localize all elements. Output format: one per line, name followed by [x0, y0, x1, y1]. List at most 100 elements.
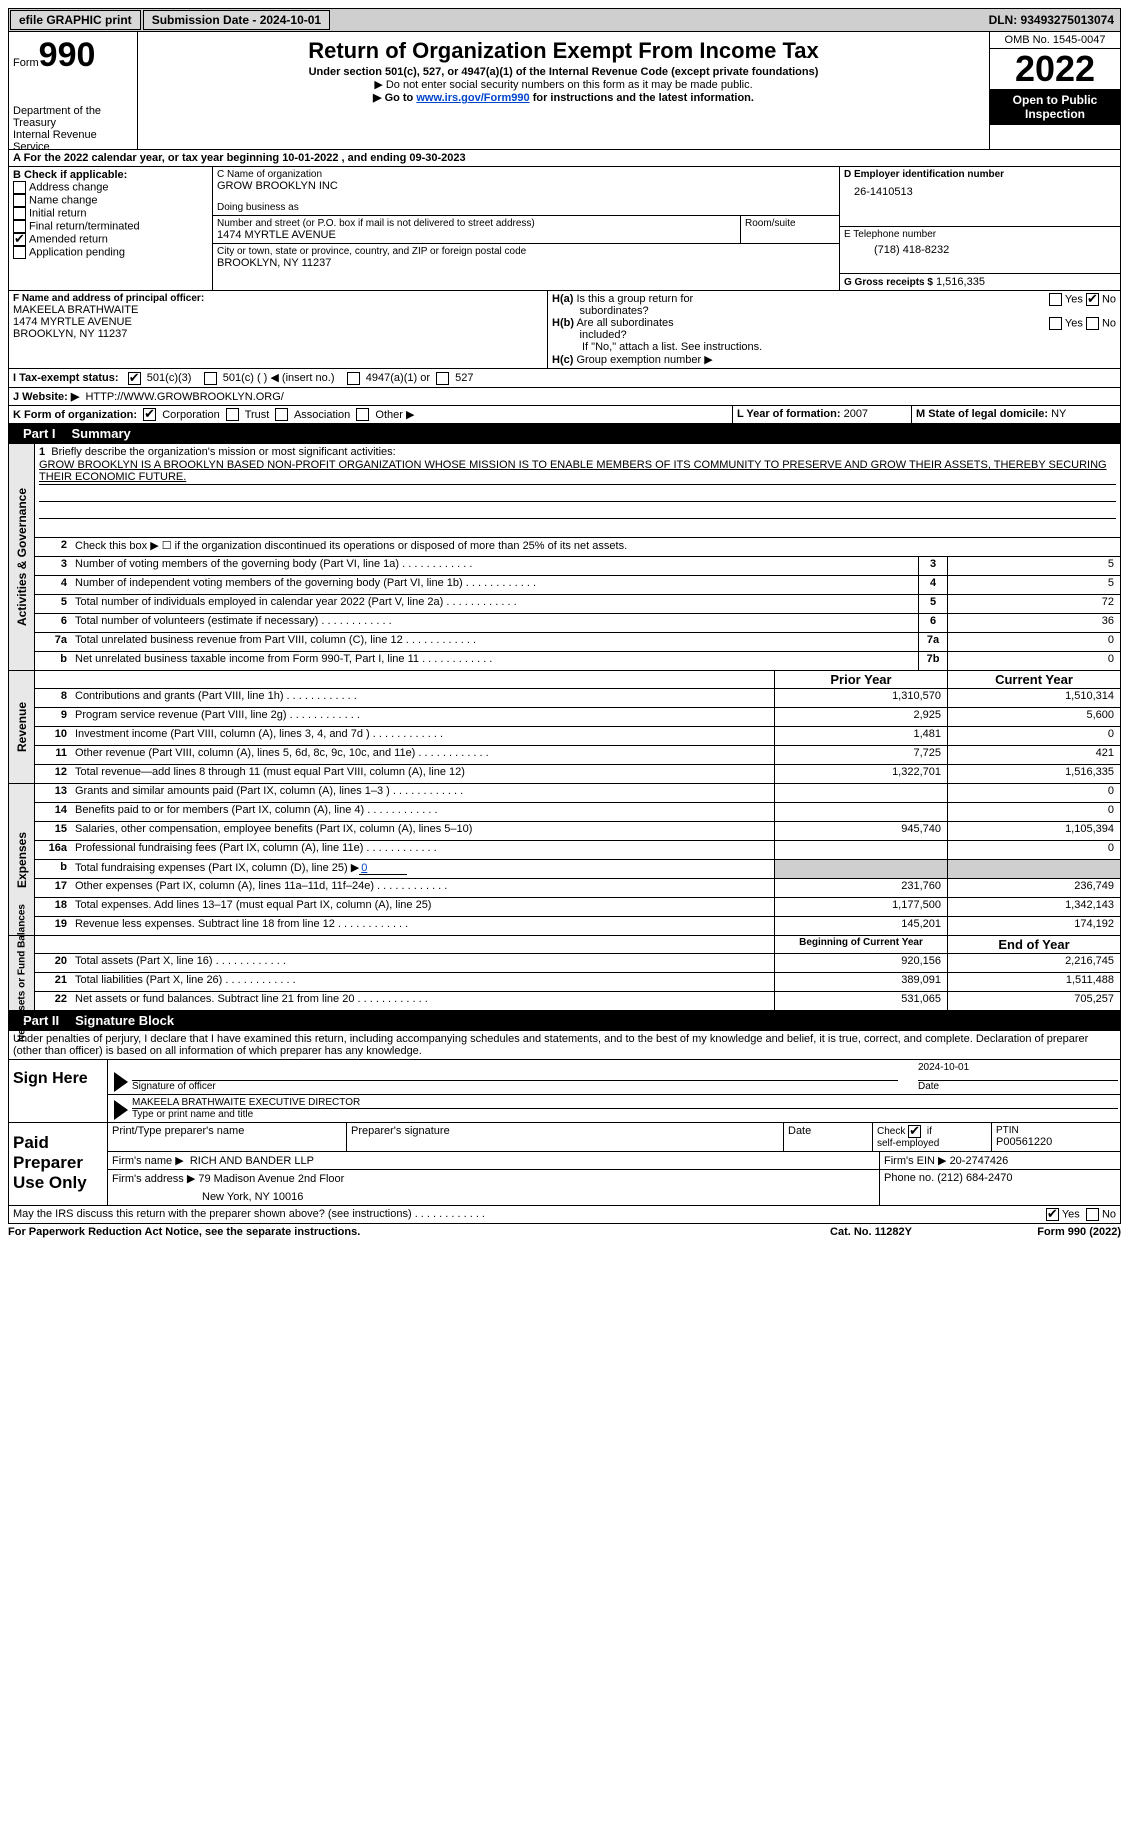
website-label: J Website: ▶ [13, 391, 79, 403]
paid-preparer-label: Paid Preparer Use Only [9, 1123, 108, 1205]
prep-date-label: Date [784, 1123, 873, 1152]
end-year-header: End of Year [947, 936, 1120, 953]
ha-no-checkbox[interactable] [1086, 293, 1099, 306]
form-number: Form990 [13, 36, 133, 75]
trust-checkbox[interactable] [226, 408, 239, 421]
4947-checkbox[interactable] [347, 372, 360, 385]
irs-label: Internal Revenue Service [13, 129, 133, 153]
prep-name-label: Print/Type preparer's name [108, 1123, 347, 1152]
tax-exempt-row: I Tax-exempt status: 501(c)(3) 501(c) ( … [8, 369, 1121, 388]
line15-current: 1,105,394 [947, 822, 1120, 840]
form-title: Return of Organization Exempt From Incom… [142, 38, 985, 64]
hb-no-checkbox[interactable] [1086, 317, 1099, 330]
gross-receipts-label: G Gross receipts $ [844, 277, 933, 288]
year-formation-label: L Year of formation: [737, 408, 841, 420]
application-pending-checkbox[interactable] [13, 246, 26, 259]
line14-prior [774, 803, 947, 821]
open-inspection-label: Open to Public Inspection [990, 89, 1120, 125]
line8-prior: 1,310,570 [774, 689, 947, 707]
officer-name: MAKEELA BRATHWAITE [13, 304, 543, 316]
line4-value: 5 [947, 576, 1120, 594]
501c3-checkbox[interactable] [128, 372, 141, 385]
line17-prior: 231,760 [774, 879, 947, 897]
activities-governance-block: Activities & Governance 1 Briefly descri… [8, 444, 1121, 671]
line21-prior: 389,091 [774, 973, 947, 991]
line4-desc: Number of independent voting members of … [71, 576, 918, 594]
line18-desc: Total expenses. Add lines 13–17 (must eq… [71, 898, 774, 916]
irs-link[interactable]: www.irs.gov/Form990 [416, 92, 529, 104]
discuss-yes-checkbox[interactable] [1046, 1208, 1059, 1221]
line14-desc: Benefits paid to or for members (Part IX… [71, 803, 774, 821]
ptin-value: P00561220 [996, 1136, 1116, 1148]
line14-current: 0 [947, 803, 1120, 821]
line12-prior: 1,322,701 [774, 765, 947, 783]
firm-phone: (212) 684-2470 [937, 1172, 1012, 1184]
topbar: efile GRAPHIC print Submission Date - 20… [8, 8, 1121, 32]
ein-value: 26-1410513 [844, 180, 1116, 198]
room-label: Room/suite [745, 218, 835, 229]
line18-prior: 1,177,500 [774, 898, 947, 916]
line16a-prior [774, 841, 947, 859]
dln-label: DLN: 93493275013074 [983, 11, 1120, 29]
begin-year-header: Beginning of Current Year [774, 936, 947, 953]
name-change-checkbox[interactable] [13, 194, 26, 207]
discuss-no-checkbox[interactable] [1086, 1208, 1099, 1221]
address-change-checkbox[interactable] [13, 181, 26, 194]
street-value: 1474 MYRTLE AVENUE [217, 229, 736, 241]
gross-receipts-value: 1,516,335 [936, 276, 985, 288]
rev-vlabel: Revenue [15, 702, 29, 752]
line22-desc: Net assets or fund balances. Subtract li… [71, 992, 774, 1010]
sig-officer-label: Signature of officer [132, 1081, 898, 1092]
501c-checkbox[interactable] [204, 372, 217, 385]
line13-prior [774, 784, 947, 802]
initial-return-checkbox[interactable] [13, 207, 26, 220]
line3-value: 5 [947, 557, 1120, 575]
line2-desc: Check this box ▶ ☐ if the organization d… [71, 538, 1120, 556]
line11-prior: 7,725 [774, 746, 947, 764]
527-checkbox[interactable] [436, 372, 449, 385]
state-domicile-label: M State of legal domicile: [916, 408, 1048, 420]
line5-desc: Total number of individuals employed in … [71, 595, 918, 613]
line22-current: 705,257 [947, 992, 1120, 1010]
exp-vlabel: Expenses [15, 832, 29, 888]
firm-addr-label: Firm's address ▶ [112, 1173, 195, 1185]
line17-current: 236,749 [947, 879, 1120, 897]
corp-checkbox[interactable] [143, 408, 156, 421]
line20-desc: Total assets (Part X, line 16) [71, 954, 774, 972]
line9-current: 5,600 [947, 708, 1120, 726]
line11-current: 421 [947, 746, 1120, 764]
officer-group-block: F Name and address of principal officer:… [8, 291, 1121, 369]
hb-label: H(b) Are all subordinates included? [552, 317, 1049, 341]
form-org-label: K Form of organization: [13, 409, 137, 421]
line8-desc: Contributions and grants (Part VIII, lin… [71, 689, 774, 707]
amended-return-checkbox[interactable] [13, 233, 26, 246]
declaration-text: Under penalties of perjury, I declare th… [9, 1031, 1120, 1059]
hb-yes-checkbox[interactable] [1049, 317, 1062, 330]
line8-current: 1,510,314 [947, 689, 1120, 707]
line7a-desc: Total unrelated business revenue from Pa… [71, 633, 918, 651]
other-checkbox[interactable] [356, 408, 369, 421]
ha-yes-checkbox[interactable] [1049, 293, 1062, 306]
ssn-note: ▶ Do not enter social security numbers o… [142, 78, 985, 91]
dba-label: Doing business as [217, 202, 835, 213]
assoc-checkbox[interactable] [275, 408, 288, 421]
paperwork-notice: For Paperwork Reduction Act Notice, see … [8, 1226, 771, 1238]
line16b-link[interactable]: 0 [359, 862, 407, 875]
arrow-icon [114, 1100, 128, 1120]
net-assets-block: Net Assets or Fund Balances Beginning of… [8, 936, 1121, 1011]
line12-current: 1,516,335 [947, 765, 1120, 783]
phone-label: E Telephone number [844, 229, 1116, 240]
self-employed-checkbox[interactable]: Check ifself-employed [877, 1126, 939, 1149]
expenses-block: Expenses 13Grants and similar amounts pa… [8, 784, 1121, 936]
revenue-block: Revenue Prior YearCurrent Year 8Contribu… [8, 671, 1121, 784]
cat-number: Cat. No. 11282Y [771, 1226, 971, 1238]
type-name-label: Type or print name and title [132, 1109, 1118, 1120]
line7b-desc: Net unrelated business taxable income fr… [71, 652, 918, 670]
efile-print-button[interactable]: efile GRAPHIC print [10, 10, 141, 30]
tax-year: 2022 [990, 49, 1120, 89]
phone-value: (718) 418-8232 [844, 240, 1116, 256]
footer: For Paperwork Reduction Act Notice, see … [8, 1224, 1121, 1240]
omb-number: OMB No. 1545-0047 [990, 32, 1120, 49]
arrow-icon [114, 1072, 128, 1092]
officer-street: 1474 MYRTLE AVENUE [13, 316, 543, 328]
